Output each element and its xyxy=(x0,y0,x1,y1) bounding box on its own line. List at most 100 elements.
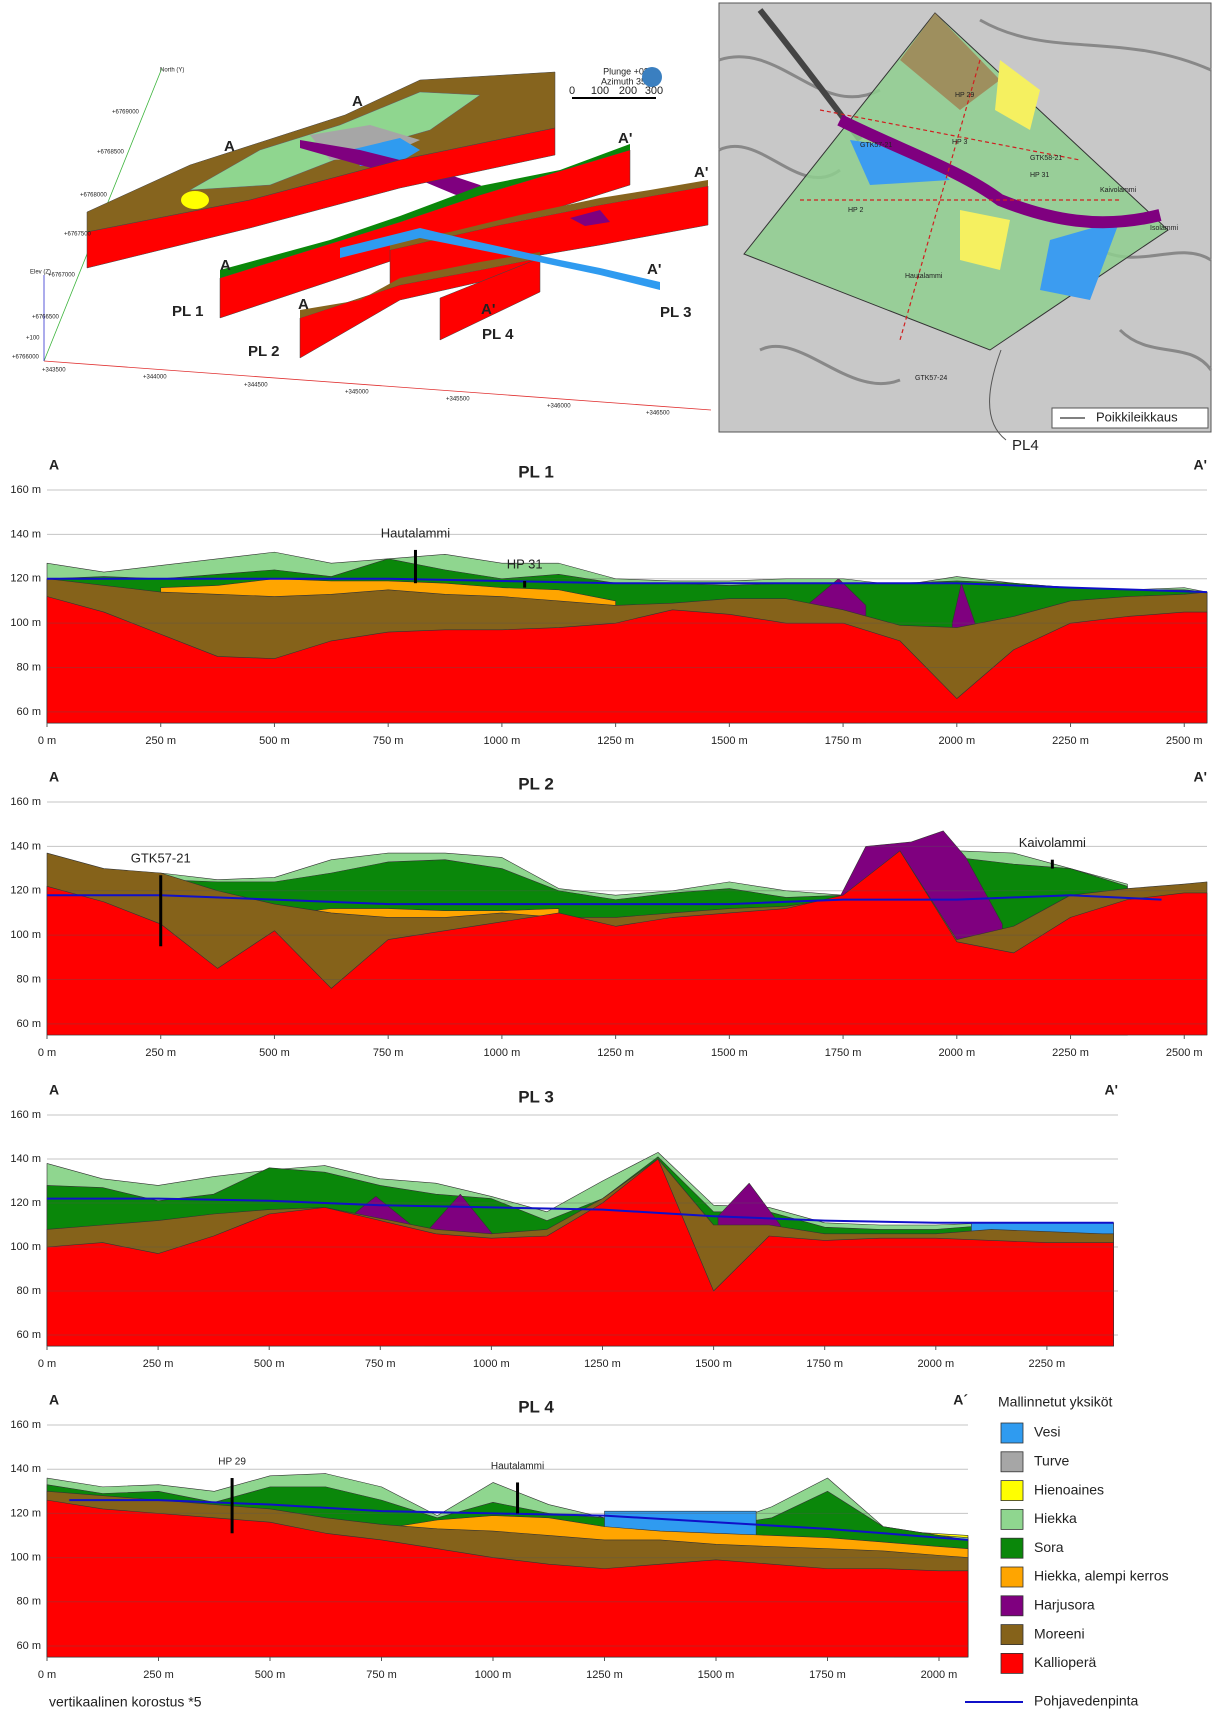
coord-label: +6767000 xyxy=(48,273,76,279)
legend-label: Moreeni xyxy=(1034,1625,1085,1641)
x-tick-label: 1750 m xyxy=(825,735,862,747)
y-tick-label: 120 m xyxy=(10,1507,41,1519)
coord-label: +100 xyxy=(26,336,40,342)
x-tick-label: 250 m xyxy=(143,1669,174,1681)
y-tick-label: 100 m xyxy=(10,1551,41,1563)
legend-label: Vesi xyxy=(1034,1424,1060,1440)
y-tick-label: 140 m xyxy=(10,1463,41,1475)
north-label: North (Y) xyxy=(160,68,184,74)
chart-title: PL 3 xyxy=(518,1087,554,1106)
y-tick-label: 120 m xyxy=(10,573,41,585)
x-tick-label: 1500 m xyxy=(698,1669,735,1681)
x-tick-label: 0 m xyxy=(38,1047,56,1059)
legend-label: Hiekka xyxy=(1034,1510,1077,1526)
easting-labels: +343500 +344000 +344500 +345000 +345500 … xyxy=(42,368,670,417)
x-tick-label: 1750 m xyxy=(806,1358,843,1370)
coord-label: +6769000 xyxy=(112,110,140,116)
map-legend-label: Poikkileikkaus xyxy=(1096,409,1178,424)
x-tick-label: 1250 m xyxy=(584,1358,621,1370)
coord-label: +346000 xyxy=(547,404,571,410)
y-tick-label: 160 m xyxy=(10,1419,41,1431)
scale-label: 200 xyxy=(619,85,637,97)
scale-label: 300 xyxy=(645,85,663,97)
section-end-label: A xyxy=(220,257,231,274)
coord-label: +343500 xyxy=(42,368,66,374)
cross-section: PL 2AA'60 m80 m100 m120 m140 m160 m0 m25… xyxy=(10,769,1207,1059)
x-tick-label: 1500 m xyxy=(711,735,748,747)
x-tick-label: 1750 m xyxy=(809,1669,846,1681)
borehole-label: Kaivolammi xyxy=(1019,835,1086,850)
coord-label: +6768500 xyxy=(97,150,125,156)
x-tick-label: 1000 m xyxy=(473,1358,510,1370)
x-tick-label: 1000 m xyxy=(484,735,521,747)
coord-label: +344000 xyxy=(143,375,167,381)
map-place: Hautalammi xyxy=(905,273,943,280)
start-label: A xyxy=(49,769,59,785)
section-end-label: A' xyxy=(647,261,661,278)
legend-swatch xyxy=(1001,1509,1023,1529)
section-name: PL 4 xyxy=(482,326,514,343)
x-tick-label: 500 m xyxy=(255,1669,286,1681)
x-tick-label: 2250 m xyxy=(1029,1358,1066,1370)
x-tick-label: 1750 m xyxy=(825,1047,862,1059)
x-tick-label: 750 m xyxy=(366,1669,397,1681)
legend-label: Hiekka, alempi kerros xyxy=(1034,1568,1169,1584)
y-tick-label: 140 m xyxy=(10,528,41,540)
legend-label: Turve xyxy=(1034,1453,1069,1469)
x-tick-label: 250 m xyxy=(143,1358,174,1370)
x-tick-label: 2000 m xyxy=(938,1047,975,1059)
map: GTK57-21 GTK58-21 GTK57-24 Hautalammi Ka… xyxy=(719,3,1211,454)
x-tick-label: 750 m xyxy=(373,735,404,747)
y-tick-label: 80 m xyxy=(17,973,41,985)
y-tick-label: 60 m xyxy=(17,1640,41,1652)
x-tick-label: 1250 m xyxy=(586,1669,623,1681)
section-end-label: A' xyxy=(694,164,708,181)
figure: A A A' A' A A' A A' PL 1 PL 2 PL 3 PL 4 … xyxy=(0,0,1214,1719)
legend-swatch xyxy=(1001,1423,1023,1443)
borehole-label: Hautalammi xyxy=(491,1461,544,1472)
legend-label: Harjusora xyxy=(1034,1597,1095,1613)
start-label: A xyxy=(49,1082,59,1098)
coord-label: +6766000 xyxy=(12,355,40,361)
map-place: GTK57-21 xyxy=(860,142,892,149)
chart-title: PL 4 xyxy=(518,1397,554,1416)
borehole-label: HP 31 xyxy=(507,556,543,571)
end-label: A' xyxy=(1194,457,1207,473)
x-tick-label: 2500 m xyxy=(1166,1047,1203,1059)
scale-label: 100 xyxy=(591,85,609,97)
coord-label: +6768000 xyxy=(80,193,108,199)
end-label: A´ xyxy=(953,1392,968,1408)
y-tick-label: 160 m xyxy=(10,796,41,808)
borehole-label: Hautalammi xyxy=(381,525,450,540)
scale-label: 0 xyxy=(569,85,575,97)
y-tick-label: 160 m xyxy=(10,1109,41,1121)
start-label: A xyxy=(49,457,59,473)
x-tick-label: 2250 m xyxy=(1052,1047,1089,1059)
legend-swatch xyxy=(1001,1481,1023,1501)
legend-label: Pohjavedenpinta xyxy=(1034,1693,1139,1709)
x-tick-label: 1500 m xyxy=(695,1358,732,1370)
note: vertikaalinen korostus *5 xyxy=(49,1694,202,1710)
legend-title: Mallinnetut yksiköt xyxy=(998,1394,1112,1410)
coord-label: +345500 xyxy=(446,397,470,403)
x-tick-label: 1250 m xyxy=(597,735,634,747)
x-tick-label: 2000 m xyxy=(917,1358,954,1370)
x-tick-label: 500 m xyxy=(259,735,290,747)
y-tick-label: 80 m xyxy=(17,661,41,673)
x-tick-label: 1000 m xyxy=(484,1047,521,1059)
x-tick-label: 0 m xyxy=(38,1669,56,1681)
section-end-label: A xyxy=(224,138,235,155)
x-tick-label: 2500 m xyxy=(1166,735,1203,747)
coord-label: +345000 xyxy=(345,390,369,396)
y-tick-label: 60 m xyxy=(17,1329,41,1341)
y-tick-label: 100 m xyxy=(10,1241,41,1253)
x-tick-label: 750 m xyxy=(373,1047,404,1059)
y-tick-label: 80 m xyxy=(17,1285,41,1297)
section-name: PL 3 xyxy=(660,304,691,321)
east-axis xyxy=(44,361,711,410)
legend-label: Hienoaines xyxy=(1034,1481,1104,1497)
y-tick-label: 100 m xyxy=(10,929,41,941)
coord-label: +346500 xyxy=(646,411,670,417)
block-silt xyxy=(181,191,209,209)
